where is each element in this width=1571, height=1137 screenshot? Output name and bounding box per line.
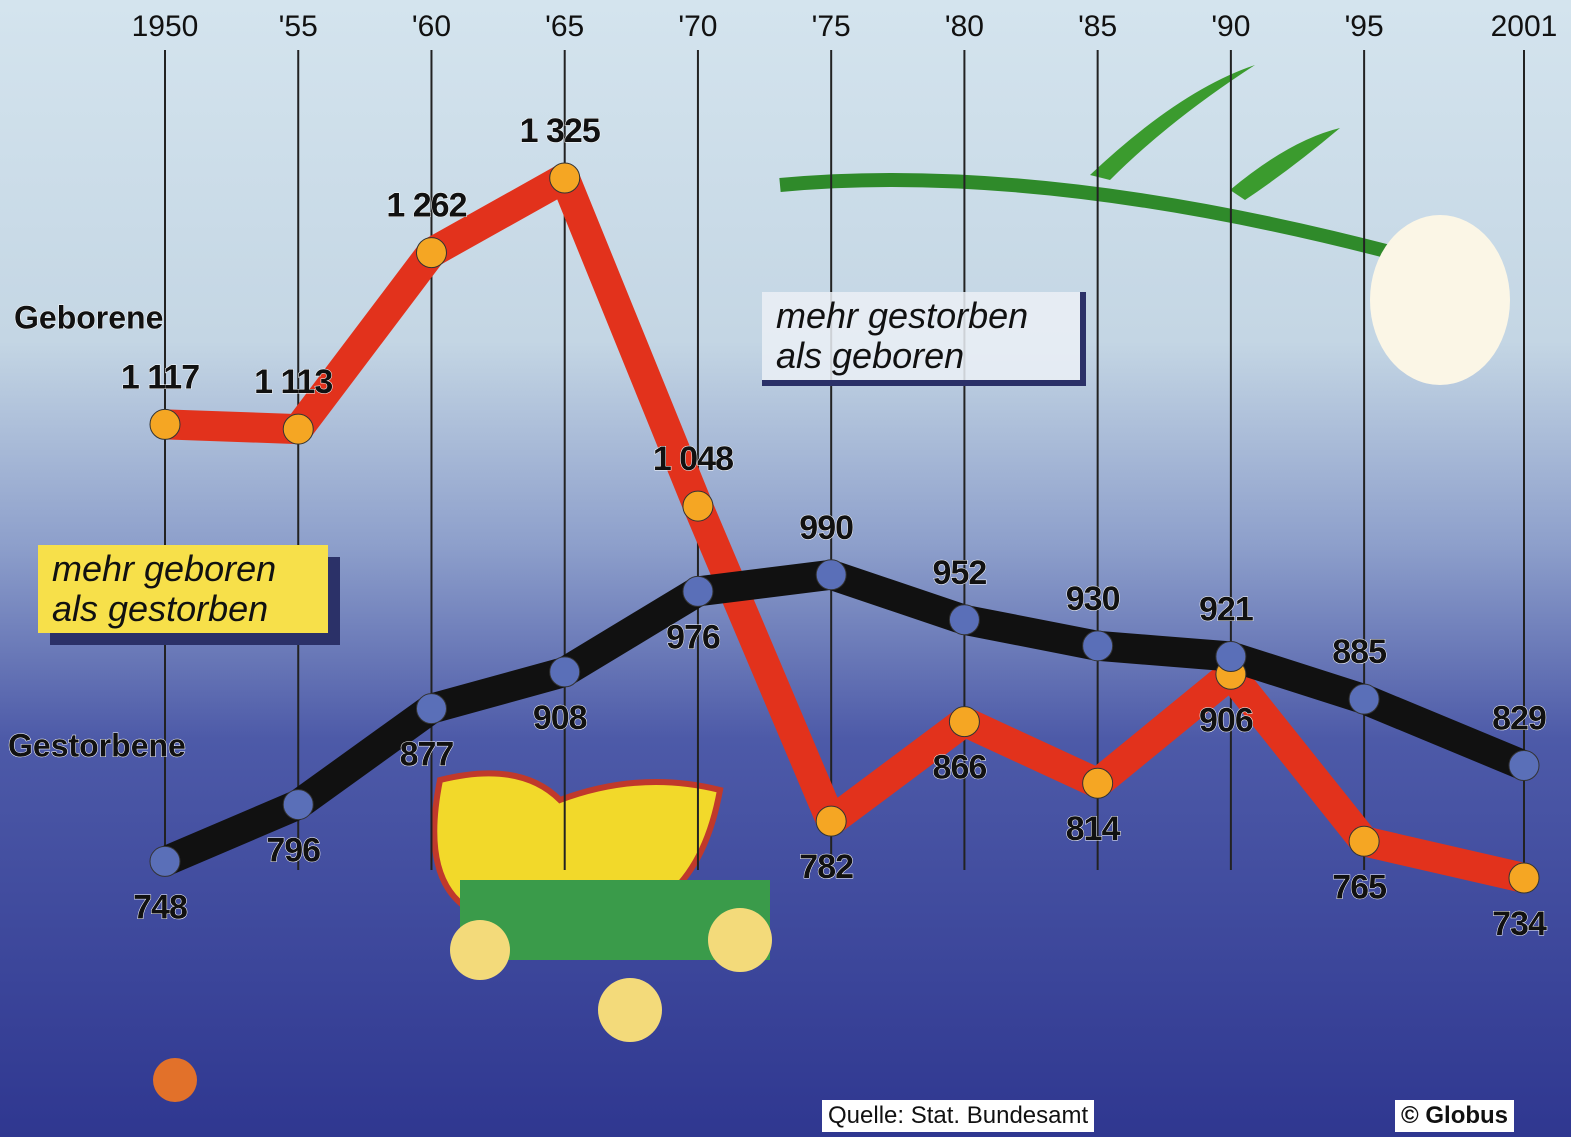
data-label: 1 048 — [653, 440, 733, 478]
x-tick-label: 2001 — [1491, 10, 1558, 43]
x-tick-label: 1950 — [132, 10, 199, 43]
x-tick-label: '80 — [945, 10, 984, 43]
data-label: 921 — [1199, 590, 1253, 628]
data-label: 976 — [666, 618, 720, 656]
x-tick-label: '85 — [1078, 10, 1117, 43]
marker — [283, 414, 313, 444]
x-tick-label: '60 — [412, 10, 451, 43]
data-label: 829 — [1492, 699, 1546, 737]
data-label: 814 — [1066, 810, 1121, 848]
data-label: 782 — [799, 848, 853, 886]
marker — [283, 790, 313, 820]
marker — [816, 806, 846, 836]
series-name: Geborene — [14, 299, 163, 335]
data-label: 930 — [1066, 580, 1120, 618]
series-name: Gestorbene — [8, 727, 186, 763]
source: Quelle: Stat. Bundesamt — [822, 1100, 1094, 1132]
marker — [1349, 684, 1379, 714]
marker — [150, 846, 180, 876]
x-tick-label: '90 — [1211, 10, 1250, 43]
data-label: 748 — [133, 888, 187, 926]
data-label: 796 — [266, 832, 320, 870]
data-label: 734 — [1492, 905, 1547, 943]
data-label: 906 — [1199, 701, 1253, 739]
credit: © Globus — [1395, 1100, 1514, 1132]
marker — [1509, 750, 1539, 780]
data-label: 908 — [533, 699, 587, 737]
marker — [1509, 863, 1539, 893]
data-label: 1 325 — [520, 112, 600, 150]
marker — [416, 694, 446, 724]
data-label: 877 — [400, 736, 454, 774]
data-label: 866 — [933, 749, 987, 787]
marker — [1216, 642, 1246, 672]
marker — [1083, 768, 1113, 798]
x-tick-label: '55 — [279, 10, 318, 43]
marker — [683, 491, 713, 521]
data-label: 952 — [933, 554, 987, 592]
marker — [816, 560, 846, 590]
marker — [416, 238, 446, 268]
data-label: 1 262 — [386, 187, 466, 225]
x-tick-label: '65 — [545, 10, 584, 43]
data-label: 990 — [799, 509, 853, 547]
data-label: 1 113 — [254, 363, 332, 401]
x-tick-label: '70 — [678, 10, 717, 43]
annotation: mehr gestorben als geboren — [762, 292, 1086, 386]
x-tick-label: '95 — [1345, 10, 1384, 43]
marker — [550, 163, 580, 193]
annotation: mehr geboren als gestorben — [38, 545, 328, 633]
data-label: 765 — [1332, 868, 1386, 906]
data-label: 885 — [1332, 633, 1386, 671]
marker — [150, 409, 180, 439]
x-tick-label: '75 — [812, 10, 851, 43]
marker — [949, 605, 979, 635]
marker — [550, 657, 580, 687]
marker — [1349, 826, 1379, 856]
marker — [683, 576, 713, 606]
marker — [949, 707, 979, 737]
chart: 1950 '55 '60 '65 '70 '75 '80 '85 '90 '95 2001 1 117… — [0, 0, 1571, 1137]
marker — [1083, 631, 1113, 661]
data-label: 1 117 — [121, 358, 199, 396]
